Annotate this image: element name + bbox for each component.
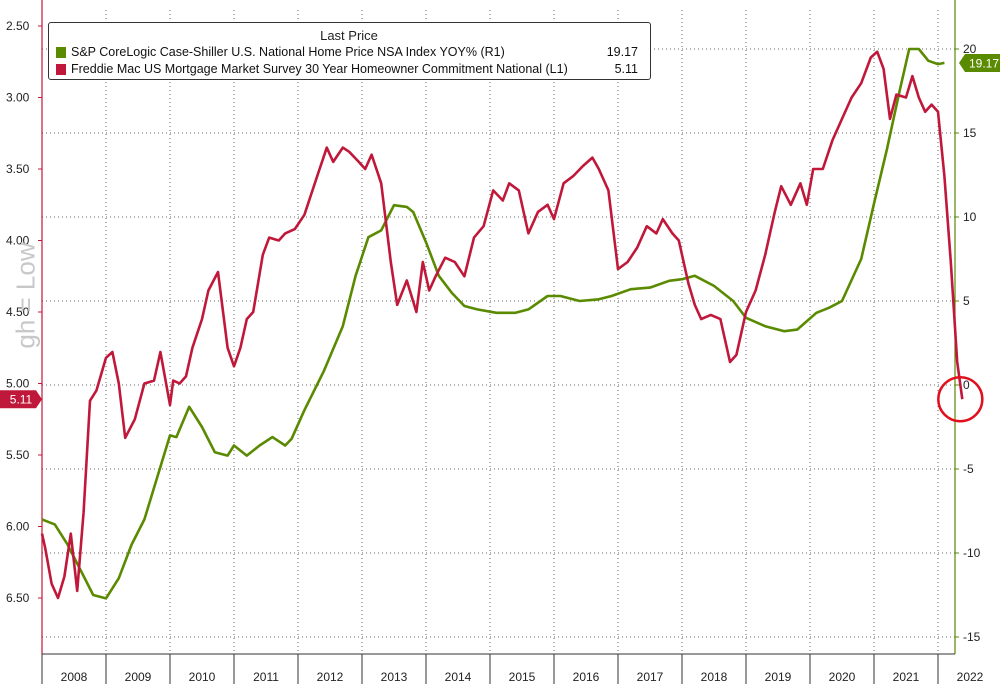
legend-item-mortgage-rate: Freddie Mac US Mortgage Market Survey 30… (56, 62, 644, 78)
right-axis-tick-label: 0 (963, 378, 970, 392)
right-value-tag-label: 19.17 (969, 56, 999, 70)
x-axis-tick-label: 2017 (637, 670, 664, 684)
right-axis-tick-label: 15 (963, 126, 977, 140)
series-layer (40, 47, 964, 600)
x-axis-tick-label: 2019 (765, 670, 792, 684)
left-axis-tick-label: 4.00 (6, 234, 30, 248)
tags-layer: 19.17 5.11 (0, 53, 1000, 423)
right-axis-tick-label: 20 (963, 42, 977, 56)
left-axis-tick-label: 5.50 (6, 448, 30, 462)
legend: Last Price S&P CoreLogic Case-Shiller U.… (48, 22, 651, 80)
axes-layer: 2.503.003.504.004.505.005.506.006.502015… (6, 0, 984, 684)
legend-value-home-price: 19.17 (606, 45, 638, 59)
left-axis-tick-label: 5.00 (6, 377, 30, 391)
left-value-tag-label: 5.11 (10, 393, 33, 407)
x-axis-tick-label: 2015 (509, 670, 536, 684)
left-axis-tick-label: 6.00 (6, 520, 30, 534)
x-axis-tick-label: 2016 (573, 670, 600, 684)
legend-value-mortgage-rate: 5.11 (614, 62, 638, 76)
x-axis-tick-label: 2013 (381, 670, 408, 684)
highlight-circle (937, 375, 984, 423)
series-line-mortgage-rate (40, 50, 964, 600)
legend-label-mortgage-rate: Freddie Mac US Mortgage Market Survey 30… (71, 62, 568, 76)
series-line-home-price (41, 47, 945, 600)
x-axis-tick-label: 2020 (829, 670, 856, 684)
right-value-tag (959, 53, 1000, 72)
x-axis-tick-label: 2008 (61, 670, 88, 684)
x-axis-tick-label: 2014 (445, 670, 472, 684)
legend-swatch-mortgage-rate (56, 64, 66, 75)
x-axis-tick-label: 2009 (125, 670, 152, 684)
right-axis-tick-label: -10 (963, 546, 981, 560)
legend-label-home-price: S&P CoreLogic Case-Shiller U.S. National… (71, 45, 505, 59)
right-axis-tick-label: -15 (963, 630, 981, 644)
left-axis-tick-label: 2.50 (6, 19, 30, 33)
x-axis-tick-label: 2010 (189, 670, 216, 684)
legend-title: Last Price (320, 28, 378, 43)
x-axis-tick-label: 2012 (317, 670, 344, 684)
left-axis-tick-label: 6.50 (6, 591, 30, 605)
x-axis-tick-label: 2022 (957, 670, 984, 684)
left-axis-tick-label: 3.00 (6, 91, 30, 105)
legend-swatch-home-price (56, 47, 66, 58)
left-axis-tick-label: 3.50 (6, 162, 30, 176)
left-axis-tick-label: 4.50 (6, 305, 30, 319)
x-axis-tick-label: 2011 (253, 670, 279, 684)
right-axis-tick-label: 10 (963, 210, 977, 224)
right-axis-tick-label: -5 (963, 462, 974, 476)
x-axis-tick-label: 2021 (893, 670, 920, 684)
watermark-text: gh = Low (10, 242, 41, 349)
legend-item-home-price: S&P CoreLogic Case-Shiller U.S. National… (56, 45, 644, 61)
x-axis-tick-label: 2018 (701, 670, 728, 684)
right-axis-tick-label: 5 (963, 294, 970, 308)
left-value-tag (0, 390, 42, 409)
grid-layer (42, 10, 955, 654)
